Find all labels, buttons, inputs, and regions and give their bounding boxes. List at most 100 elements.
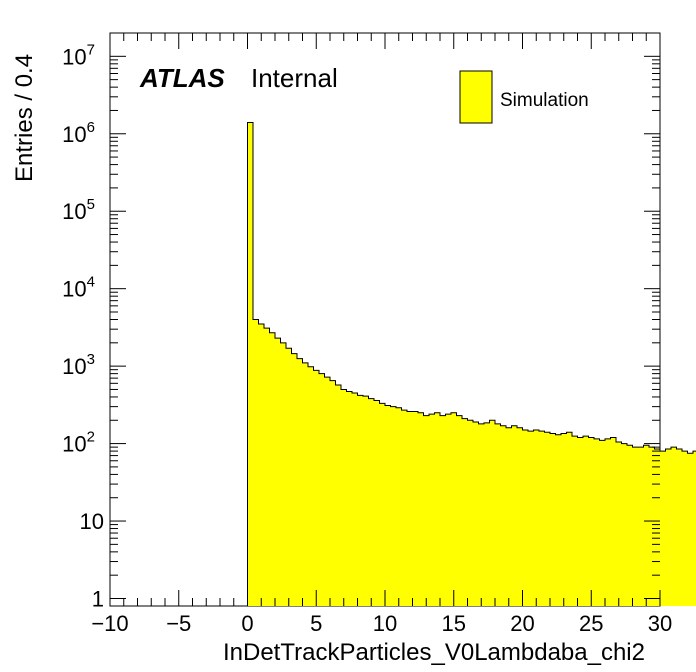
x-tick-label: −10 (91, 611, 128, 636)
x-axis-ticks: −10 −5 0 5 10 15 20 25 30 (91, 33, 672, 636)
histogram-bar (528, 431, 534, 606)
y-tick-label: 105 (62, 196, 95, 224)
histogram-bar (247, 122, 254, 606)
x-tick-label: 10 (373, 611, 397, 636)
histogram-bar (335, 385, 342, 606)
histogram-bar (693, 451, 696, 606)
histogram-bar (583, 436, 589, 606)
y-tick-label: 104 (62, 274, 95, 302)
histogram-bar (577, 437, 584, 606)
histogram-bar (456, 415, 463, 606)
histogram-bar (561, 433, 567, 606)
histogram-bar (451, 412, 457, 606)
x-axis-label: InDetTrackParticles_V0Lambdaba_chi2 (223, 639, 645, 666)
histogram-bar (423, 415, 430, 606)
histogram-bar (665, 449, 672, 606)
histogram-bar (374, 400, 380, 606)
histogram-bar (352, 392, 358, 606)
histogram-bar (286, 348, 292, 606)
y-tick-label: 107 (62, 41, 95, 69)
histogram-bar (638, 447, 644, 606)
histogram-bar (687, 453, 694, 606)
histogram-bar (379, 403, 386, 606)
histogram-bar (385, 405, 391, 606)
histogram-bar (341, 389, 347, 606)
histogram-bar (473, 421, 479, 606)
histogram-bar (308, 366, 314, 606)
legend-swatch-simulation (459, 70, 493, 124)
histogram-bar (632, 447, 639, 606)
histogram-bars (247, 122, 696, 606)
y-tick-label: 102 (62, 429, 95, 457)
histogram-bar (467, 420, 474, 606)
histogram-bar (302, 362, 309, 606)
y-axis-ticks: 1 10 102 103 104 105 106 107 (62, 32, 660, 611)
histogram-bar (594, 438, 600, 606)
histogram-bar (660, 451, 666, 606)
histogram-bar (275, 338, 281, 606)
histogram-bar (654, 449, 661, 606)
histogram-bar (253, 319, 259, 606)
histogram-bar (550, 433, 556, 606)
histogram-bar (363, 396, 369, 606)
histogram-bar (319, 373, 325, 606)
histogram-bar (555, 434, 562, 606)
histogram-bar (610, 437, 617, 606)
histogram-bar (313, 370, 320, 606)
histogram-bar (324, 377, 331, 606)
histogram-bar (418, 412, 424, 606)
histogram-bar (627, 445, 633, 606)
histogram-bar (484, 422, 490, 606)
histogram-bar (616, 441, 622, 606)
histogram-bar (390, 406, 397, 606)
histogram-bar (539, 431, 545, 606)
x-tick-label: 25 (579, 611, 603, 636)
histogram-bar (522, 429, 529, 606)
histogram-bar (330, 380, 336, 606)
x-tick-label: 20 (510, 611, 534, 636)
histogram-bar (511, 425, 518, 606)
y-tick-label: 103 (62, 351, 95, 379)
x-tick-label: −5 (166, 611, 191, 636)
y-tick-label: 106 (62, 119, 95, 147)
histogram-bar (643, 445, 650, 606)
histogram-bar (649, 447, 655, 606)
histogram-bar (346, 391, 353, 606)
histogram-bar (264, 328, 270, 606)
histogram-bar (676, 449, 683, 606)
histogram-bar (401, 410, 408, 606)
histogram-bar (396, 407, 402, 606)
atlas-label: ATLAS (139, 63, 225, 93)
histogram-bar (495, 423, 501, 606)
histogram-bar (357, 395, 364, 606)
histogram-bar (462, 418, 468, 606)
y-tick-label: 10 (80, 509, 104, 534)
histogram-bar (500, 425, 507, 606)
histogram-bar (533, 429, 540, 606)
histogram-bar (445, 414, 452, 606)
histogram-bar (269, 332, 276, 606)
internal-label: Internal (251, 63, 338, 93)
histogram-bar (517, 427, 523, 606)
histogram-bar (544, 432, 551, 606)
x-tick-label: 30 (648, 611, 672, 636)
histogram-bar (588, 437, 595, 606)
y-tick-label: 1 (92, 586, 104, 611)
y-axis-label: Entries / 0.4 (11, 54, 38, 182)
histogram-bar (506, 427, 512, 606)
histogram-bar (434, 412, 441, 606)
histogram-bar (605, 438, 611, 606)
histogram-bar (429, 414, 435, 606)
histogram-bar (671, 447, 677, 606)
histogram-bar (407, 411, 413, 606)
histogram-bar (478, 423, 485, 606)
histogram-bar (572, 436, 578, 606)
histogram-bar (621, 443, 628, 606)
legend-label-simulation: Simulation (500, 90, 589, 111)
histogram-bar (291, 353, 298, 606)
histogram-bar (440, 415, 446, 606)
histogram-bar (489, 420, 496, 606)
histogram-bar (682, 451, 688, 606)
histogram-outline (247, 121, 696, 606)
